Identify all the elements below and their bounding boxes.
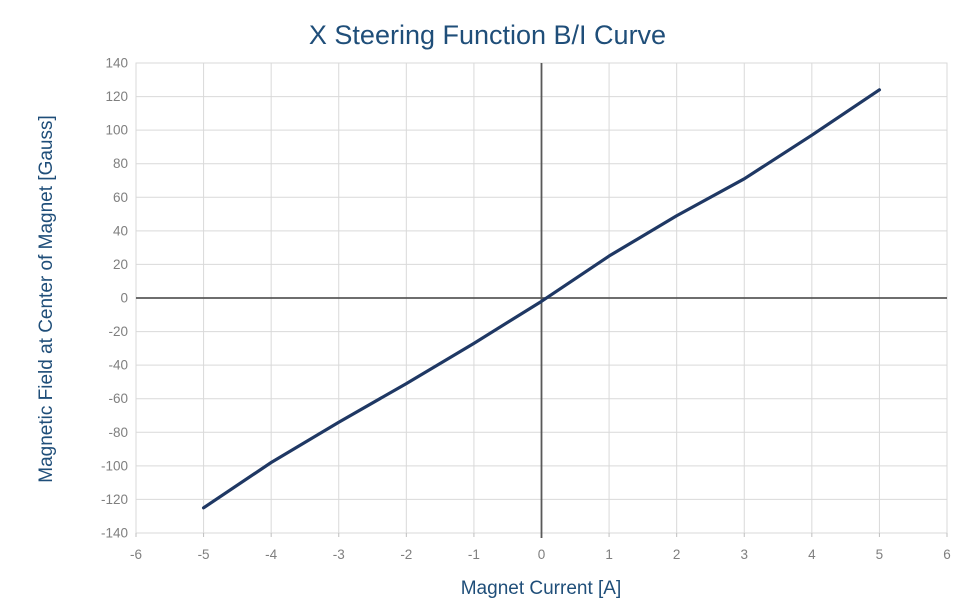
y-tick-label: -40 — [108, 358, 128, 373]
y-tick-label: 0 — [120, 291, 128, 306]
x-tick-label: -6 — [130, 547, 142, 562]
data-series-line — [201, 88, 882, 510]
x-tick-label: 2 — [673, 547, 681, 562]
y-tick-label: -20 — [108, 324, 128, 339]
y-tick-label: 140 — [105, 56, 128, 71]
chart-title: X Steering Function B/I Curve — [308, 20, 667, 50]
x-axis-title: Magnet Current [A] — [460, 578, 622, 599]
x-tick-label: 0 — [538, 547, 546, 562]
y-tick-label: -80 — [108, 425, 128, 440]
y-axis-title: Magnetic Field at Center of Magnet [Gaus… — [36, 115, 57, 483]
y-tick-label: -120 — [101, 492, 128, 507]
y-tick-label: 60 — [113, 190, 128, 205]
x-tick-label: 1 — [605, 547, 613, 562]
x-tick-label: -2 — [400, 547, 412, 562]
x-tick-label: -4 — [265, 547, 277, 562]
x-tick-label: 5 — [876, 547, 884, 562]
x-tick-label: 3 — [740, 547, 748, 562]
y-tick-label: -60 — [108, 391, 128, 406]
x-tick-label: 6 — [943, 547, 951, 562]
y-tick-label: 20 — [113, 257, 128, 272]
x-tick-label: -1 — [468, 547, 480, 562]
x-tick-label: 4 — [808, 547, 816, 562]
y-tick-label: 120 — [105, 89, 128, 104]
y-tick-label: 40 — [113, 223, 128, 238]
y-tick-label: -100 — [101, 458, 128, 473]
x-tick-label: -3 — [333, 547, 345, 562]
x-tick-label: -5 — [198, 547, 210, 562]
y-tick-label: 100 — [105, 123, 128, 138]
y-tick-label: 80 — [113, 156, 128, 171]
y-tick-label: -140 — [101, 526, 128, 541]
